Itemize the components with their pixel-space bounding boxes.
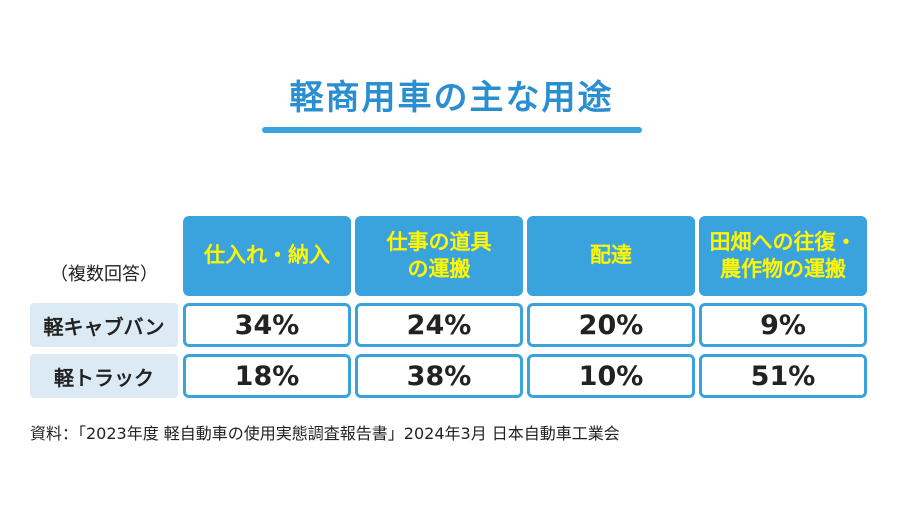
- cell-truck-farm-transport: 51%: [699, 354, 867, 398]
- row-label-kei-cab-van: 軽キャブバン: [30, 303, 178, 347]
- column-header-delivery: 配達: [527, 216, 695, 296]
- cell-truck-purchasing: 18%: [183, 354, 351, 398]
- multiple-answer-note: （複数回答）: [50, 264, 158, 285]
- cell-van-delivery: 20%: [527, 303, 695, 347]
- cell-van-farm-transport: 9%: [699, 303, 867, 347]
- source-note: 資料：「2023年度 軽自動車の使用実態調査報告書」2024年3月 日本自動車工…: [30, 424, 620, 443]
- column-header-farm-transport: 田畑への往復・ 農作物の運搬: [699, 216, 867, 296]
- title-underline: [262, 127, 642, 133]
- cell-truck-delivery: 10%: [527, 354, 695, 398]
- cell-truck-tool-transport: 38%: [355, 354, 523, 398]
- cell-van-tool-transport: 24%: [355, 303, 523, 347]
- column-header-tool-transport: 仕事の道具 の運搬: [355, 216, 523, 296]
- column-header-purchasing: 仕入れ・納入: [183, 216, 351, 296]
- cell-van-purchasing: 34%: [183, 303, 351, 347]
- row-label-kei-truck: 軽トラック: [30, 354, 178, 398]
- chart-title: 軽商用車の主な用途: [289, 78, 614, 118]
